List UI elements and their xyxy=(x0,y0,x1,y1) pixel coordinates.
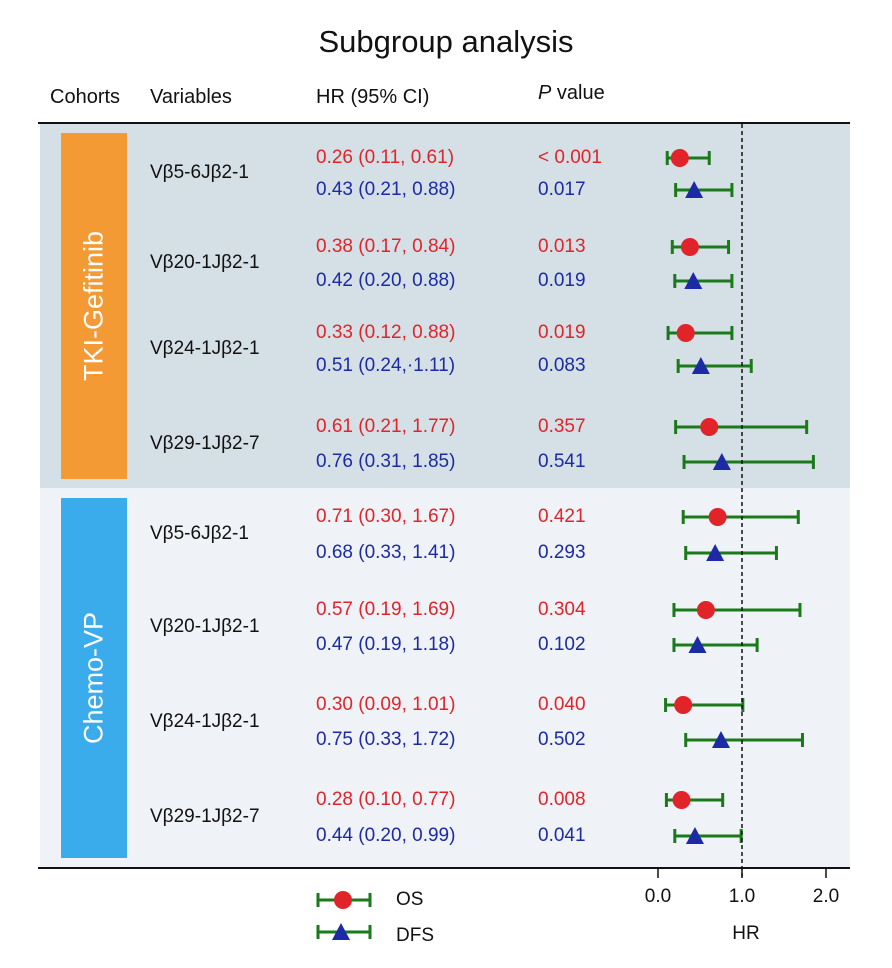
dfs-point xyxy=(685,827,704,844)
dfs-hr-ci: 0.42 (0.20, 0.88) xyxy=(316,270,456,291)
chart-title: Subgroup analysis xyxy=(318,24,574,59)
os-hr-ci: 0.33 (0.12, 0.88) xyxy=(316,322,456,343)
os-p-value: 0.008 xyxy=(538,789,586,810)
column-header-hr: HR (95% CI) xyxy=(316,86,430,108)
legend-dfs-marker xyxy=(332,923,350,940)
bottom-rule xyxy=(38,867,850,869)
os-p-value: 0.019 xyxy=(538,322,586,343)
dfs-point xyxy=(685,181,704,198)
dfs-hr-ci: 0.68 (0.33, 1.41) xyxy=(316,542,456,563)
os-p-value: 0.013 xyxy=(538,236,586,257)
dfs-hr-ci: 0.44 (0.20, 0.99) xyxy=(316,825,456,846)
dfs-hr-ci: 0.75 (0.33, 1.72) xyxy=(316,729,456,750)
variable-label: Vβ24-1Jβ2-1 xyxy=(150,337,260,359)
p-italic: P xyxy=(538,82,552,104)
variable-label: Vβ20-1Jβ2-1 xyxy=(150,252,260,273)
dfs-point xyxy=(688,636,707,653)
dfs-p-value: 0.083 xyxy=(538,355,586,376)
legend-os-label: OS xyxy=(396,889,424,910)
variable-label: Vβ5-6Jβ2-1 xyxy=(150,523,249,544)
os-p-value: < 0.001 xyxy=(538,147,602,168)
variable-label: Vβ29-1Jβ2-7 xyxy=(150,432,260,454)
dfs-hr-ci: 0.51 (0.24,·1.11) xyxy=(316,355,456,376)
dfs-hr-ci: 0.47 (0.19, 1.18) xyxy=(316,634,456,655)
os-p-value: 0.304 xyxy=(538,599,586,620)
os-point xyxy=(680,238,699,256)
dfs-p-value: 0.293 xyxy=(538,542,586,563)
x-tick-label: 0.0 xyxy=(644,886,672,907)
dfs-point xyxy=(712,453,731,470)
x-axis-label: HR xyxy=(732,923,760,944)
top-rule xyxy=(38,122,850,124)
os-hr-ci: 0.30 (0.09, 1.01) xyxy=(316,694,456,715)
os-hr-ci: 0.28 (0.10, 0.77) xyxy=(316,789,456,810)
os-p-value: 0.040 xyxy=(538,694,586,715)
os-point xyxy=(700,418,719,436)
cohort-box-chemo: Chemo-VP xyxy=(61,498,127,858)
column-header-p-value: P value xyxy=(538,82,605,105)
os-point xyxy=(670,149,689,167)
variable-label: Vβ29-1Jβ2-7 xyxy=(150,806,260,827)
dfs-p-value: 0.502 xyxy=(538,729,586,750)
dfs-hr-ci: 0.43 (0.21, 0.88) xyxy=(316,179,456,200)
dfs-p-value: 0.019 xyxy=(538,270,586,291)
os-p-value: 0.421 xyxy=(538,506,586,527)
x-tick-label: 1.0 xyxy=(728,886,756,907)
os-point xyxy=(696,601,715,619)
p-rest: value xyxy=(551,82,605,104)
os-hr-ci: 0.38 (0.17, 0.84) xyxy=(316,236,456,257)
dfs-point xyxy=(706,544,725,561)
legend-dfs-label: DFS xyxy=(396,925,434,946)
os-point xyxy=(672,791,691,809)
x-tick-label: 2.0 xyxy=(812,886,840,907)
os-hr-ci: 0.71 (0.30, 1.67) xyxy=(316,506,456,527)
dfs-p-value: 0.541 xyxy=(538,451,586,472)
os-point xyxy=(676,324,695,342)
legend-os-marker xyxy=(334,891,352,909)
variable-label: Vβ5-6Jβ2-1 xyxy=(150,162,249,183)
os-point xyxy=(674,696,693,714)
dfs-hr-ci: 0.76 (0.31, 1.85) xyxy=(316,451,456,472)
variable-label: Vβ24-1Jβ2-1 xyxy=(150,710,260,732)
column-header-variables: Variables xyxy=(150,86,232,108)
variable-label: Vβ20-1Jβ2-1 xyxy=(150,615,260,637)
os-p-value: 0.357 xyxy=(538,416,586,437)
os-point xyxy=(708,508,727,526)
dfs-p-value: 0.041 xyxy=(538,825,586,846)
os-hr-ci: 0.57 (0.19, 1.69) xyxy=(316,599,456,620)
os-hr-ci: 0.61 (0.21, 1.77) xyxy=(316,416,456,437)
dfs-point xyxy=(691,357,710,374)
dfs-point xyxy=(684,272,703,289)
dfs-point xyxy=(712,731,730,748)
dfs-p-value: 0.017 xyxy=(538,179,586,200)
dfs-p-value: 0.102 xyxy=(538,634,586,655)
cohort-box-tki: TKI-Gefitinib xyxy=(61,133,127,479)
os-hr-ci: 0.26 (0.11, 0.61) xyxy=(316,147,455,168)
column-header-cohorts: Cohorts xyxy=(50,86,121,108)
